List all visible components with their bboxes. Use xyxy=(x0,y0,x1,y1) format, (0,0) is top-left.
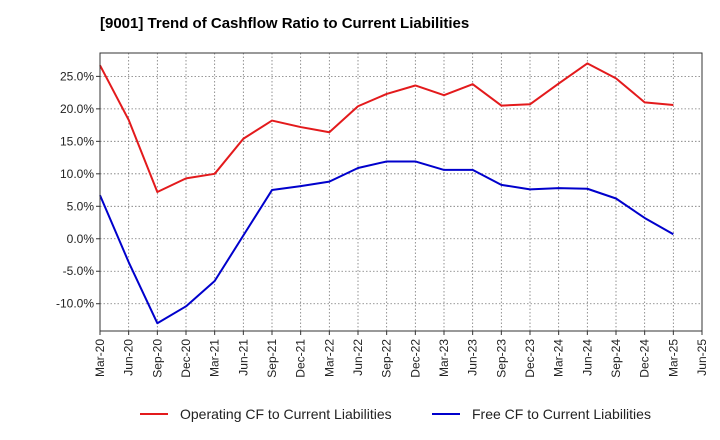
y-tick-label: 25.0% xyxy=(60,69,94,83)
y-tick-label: -5.0% xyxy=(63,264,95,278)
grid-lines xyxy=(100,53,702,331)
x-tick-label: Jun-20 xyxy=(122,339,136,376)
x-tick-label: Dec-20 xyxy=(179,339,193,378)
legend-label: Free CF to Current Liabilities xyxy=(472,406,651,422)
series-line-free-cf xyxy=(99,160,674,325)
y-tick-label: 20.0% xyxy=(60,102,94,116)
y-axis: -10.0% -5.0% 0.0% 5.0% 10.0% 15.0% 20.0% 25.0% xyxy=(56,69,100,311)
x-tick-label: Dec-21 xyxy=(294,339,308,378)
plot-area xyxy=(100,53,702,331)
x-tick-label: Dec-24 xyxy=(638,339,652,378)
x-tick-label: Sep-23 xyxy=(494,339,508,378)
x-tick-label: Mar-21 xyxy=(208,339,222,377)
plot-frame xyxy=(99,52,703,332)
x-tick-label: Sep-24 xyxy=(609,339,623,378)
x-tick-label: Mar-23 xyxy=(437,339,451,377)
chart-title: [9001] Trend of Cashflow Ratio to Curren… xyxy=(100,15,470,32)
x-tick-label: Sep-21 xyxy=(265,339,279,378)
y-tick-label: 5.0% xyxy=(67,199,95,213)
x-tick-label: Jun-21 xyxy=(236,339,250,376)
y-tick-label: 15.0% xyxy=(60,134,94,148)
x-tick-label: Sep-22 xyxy=(380,339,394,378)
series-line-operating-cf xyxy=(99,62,674,193)
x-tick-label: Jun-24 xyxy=(580,339,594,376)
x-tick-label: Sep-20 xyxy=(150,339,164,378)
x-tick-label: Mar-25 xyxy=(666,339,680,377)
x-tick-label: Dec-23 xyxy=(523,339,537,378)
legend: Operating CF to Current Liabilities Free … xyxy=(140,406,651,422)
x-tick-label: Mar-22 xyxy=(322,339,336,377)
y-tick-label: 10.0% xyxy=(60,167,94,181)
x-tick-label: Jun-22 xyxy=(351,339,365,376)
y-tick-label: -10.0% xyxy=(56,297,94,311)
y-tick-label: 0.0% xyxy=(67,232,95,246)
x-tick-label: Mar-24 xyxy=(552,339,566,377)
x-tick-label: Mar-20 xyxy=(93,339,107,377)
legend-label: Operating CF to Current Liabilities xyxy=(180,406,392,422)
x-axis: Mar-20 Jun-20 Sep-20 Dec-20 Mar-21 Jun-21 Sep-… xyxy=(93,331,709,378)
x-tick-label: Dec-22 xyxy=(408,339,422,378)
x-tick-label: Jun-23 xyxy=(466,339,480,376)
series-lines xyxy=(99,62,674,325)
x-tick-label: Jun-25 xyxy=(695,339,709,376)
